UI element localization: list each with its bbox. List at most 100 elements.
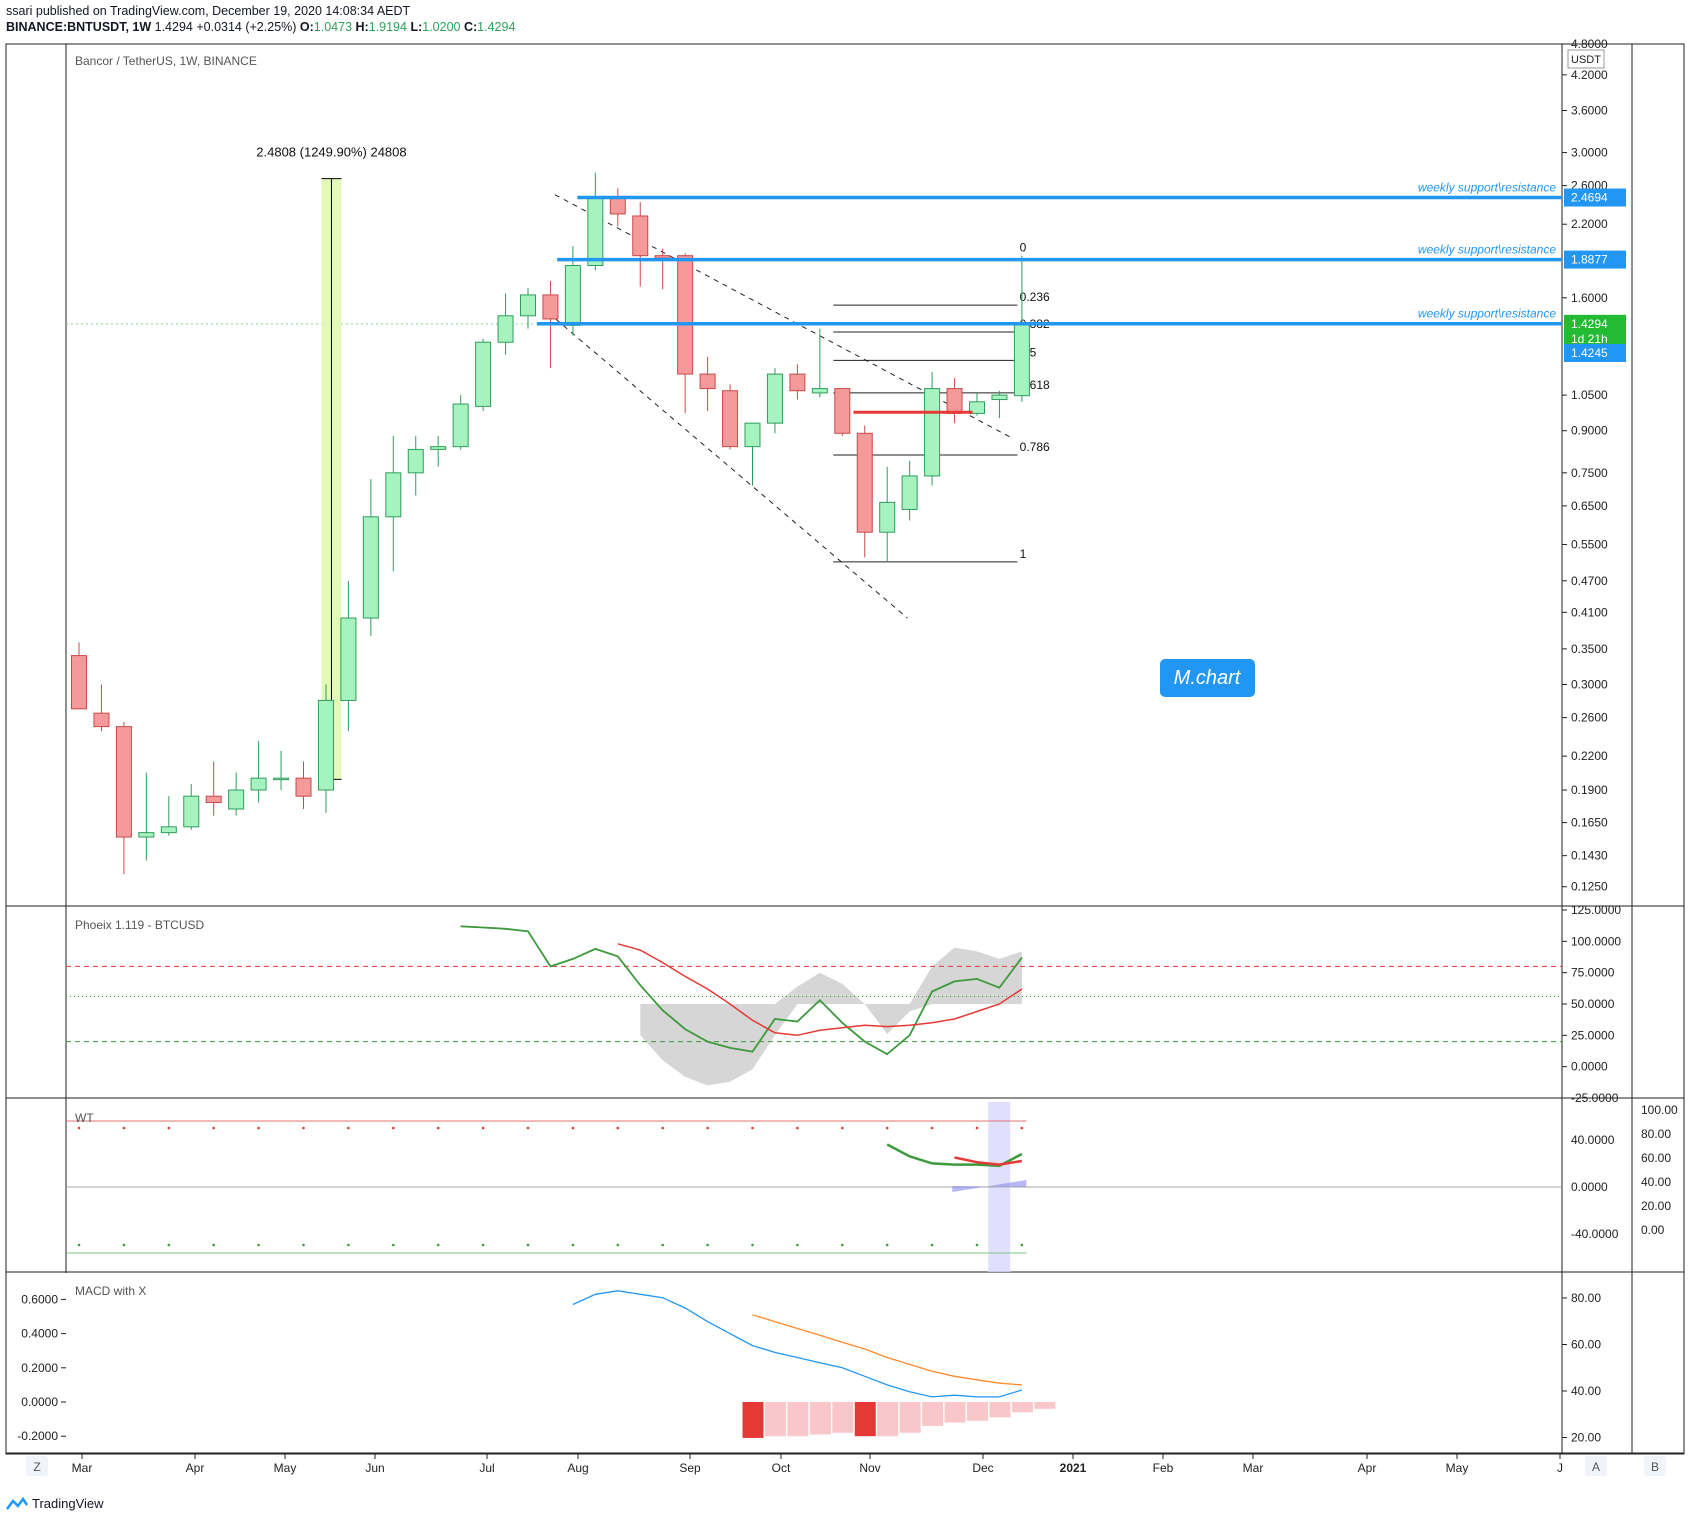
symbol-text[interactable]: BINANCE:BNTUSDT, 1W (6, 20, 152, 34)
wt-red-dot (616, 1126, 620, 1130)
candle (273, 750, 290, 791)
wt-green-dot (975, 1243, 979, 1247)
macd-histogram-bar (787, 1402, 809, 1437)
macd-pane[interactable] (572, 1290, 1056, 1438)
annotation-badge[interactable]: M.chart (1160, 659, 1255, 697)
osc-tick-label-4: 25.0000 (1571, 1028, 1615, 1042)
axes: 4.80004.20003.60003.00002.60002.20001.60… (17, 37, 1678, 1475)
support-resistance-label-2: weekly support\resistance (1418, 307, 1556, 321)
wt-red-dot (885, 1126, 889, 1130)
wt-pane[interactable] (66, 1102, 1562, 1272)
candle (789, 364, 806, 400)
price-tick-label-8: 0.9000 (1571, 424, 1608, 438)
macd-left-tick-0: 0.6000 (21, 1292, 58, 1306)
candle-body (946, 388, 963, 414)
annotation-text: M.chart (1174, 667, 1242, 689)
wt-red-dot (661, 1126, 664, 1130)
support-resistance-label-1: weekly support\resistance (1418, 243, 1556, 257)
macd-histogram-bar (809, 1402, 831, 1435)
price-pane[interactable]: 2.4808 (1249.90%) 2480800.2360.3820.50.6… (66, 145, 1562, 875)
wt-green-dot (751, 1243, 754, 1247)
tradingview-footer[interactable]: TradingView (6, 1496, 104, 1511)
osc-tick-label-0: 125.0000 (1571, 903, 1621, 917)
macd-left-tick-2: 0.2000 (21, 1361, 58, 1375)
macd-histogram-bar (944, 1402, 966, 1423)
wt-green-dot (526, 1243, 530, 1247)
a-button-label: A (1592, 1460, 1600, 1474)
close-value: 1.4294 (477, 20, 516, 34)
macd-line (572, 1290, 1023, 1398)
candle-body (542, 294, 559, 320)
macd-left-tick-3: 0.0000 (21, 1395, 58, 1409)
fib-label-0: 0 (1020, 241, 1027, 255)
osc-grey-band (640, 947, 1022, 1086)
candle-body (811, 388, 828, 394)
wt-left-tick-1: 0.0000 (1571, 1180, 1608, 1194)
high-label: H: (355, 20, 369, 34)
osc-tick-label-5: 0.0000 (1571, 1060, 1608, 1074)
x-tick-label-7: Oct (772, 1461, 791, 1475)
x-tick-label-15: J (1557, 1461, 1563, 1475)
fib-label-1: 0.236 (1020, 290, 1050, 304)
candle (93, 684, 110, 732)
candle-body (1013, 323, 1030, 397)
macd-histogram-bar (742, 1402, 764, 1438)
unit-badge (1567, 49, 1605, 69)
wt-green-dot (571, 1243, 575, 1247)
osc-tick-label-1: 100.0000 (1571, 934, 1621, 948)
x-tick-label-1: Apr (186, 1461, 205, 1475)
candle (632, 202, 649, 287)
wt-red-dot (796, 1126, 799, 1130)
candle (677, 253, 694, 414)
a-button[interactable] (1585, 1456, 1607, 1476)
candle (722, 384, 739, 450)
candle (385, 435, 402, 572)
wt-green-dot (706, 1243, 709, 1247)
bottom-bar: Z A B (26, 1456, 1666, 1476)
x-tick-label-9: Dec (972, 1461, 993, 1475)
price-tick-label-15: 0.3000 (1571, 677, 1608, 691)
x-tick-label-5: Aug (567, 1461, 588, 1475)
candle-body (879, 501, 896, 533)
channel-lower-line (547, 312, 908, 619)
osc-tick-label-2: 75.0000 (1571, 966, 1615, 980)
candle (138, 772, 155, 861)
candle-body (71, 655, 87, 710)
wt-red-dot (571, 1126, 575, 1130)
candle-body (654, 255, 671, 259)
candle-body (205, 795, 222, 804)
tradingview-logo-icon (6, 1496, 28, 1510)
wt-red-dot (751, 1126, 754, 1130)
pane-frames (5, 43, 1685, 1455)
candle-body (924, 388, 941, 477)
osc-tick-label-3: 50.0000 (1571, 997, 1615, 1011)
candle-body (430, 446, 447, 450)
fib-label-5: 0.786 (1020, 440, 1050, 454)
wt-green-dot (77, 1243, 81, 1247)
candle (317, 684, 334, 814)
price-label-text-0: 2.4694 (1571, 191, 1608, 205)
candle (497, 293, 514, 355)
wt-green-dot (481, 1243, 485, 1247)
candle (340, 580, 357, 732)
publisher-text: ssari published on TradingView.com, Dece… (6, 4, 411, 18)
candle-body (317, 699, 334, 791)
macd-histogram-bar (1034, 1402, 1056, 1409)
z-button-label: Z (33, 1460, 40, 1474)
candle-body (520, 294, 536, 317)
phoeix-pane[interactable] (66, 925, 1562, 1086)
wt-green-dot (257, 1243, 260, 1247)
wt-green-dot (122, 1243, 126, 1247)
candle-body (834, 388, 851, 434)
b-button[interactable] (1644, 1456, 1666, 1476)
candle (811, 328, 828, 398)
candle-body (385, 472, 402, 518)
wt-red-dot (392, 1126, 395, 1130)
z-button[interactable] (26, 1456, 48, 1476)
x-tick-label-13: Apr (1358, 1461, 1377, 1475)
macd-right-tick-2: 40.00 (1571, 1384, 1601, 1398)
candle-body (228, 789, 245, 810)
wt-green-dot (212, 1243, 215, 1247)
candle-body (856, 432, 873, 533)
